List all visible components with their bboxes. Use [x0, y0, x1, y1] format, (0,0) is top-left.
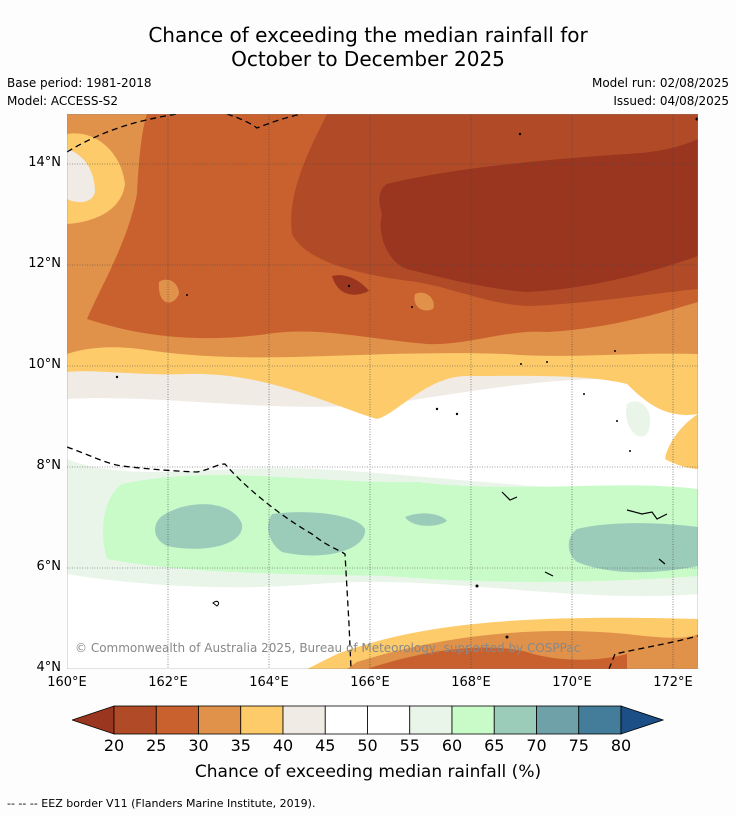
band-65-70-east: [568, 523, 698, 573]
colorbar-tick-label: 40: [272, 736, 294, 755]
map-title-line1: Chance of exceeding the median rainfall …: [148, 23, 588, 47]
lon-label-160: 160°E: [47, 675, 87, 690]
colorbar-tick-label: 65: [484, 736, 505, 755]
issued-date: Issued: 04/08/2025: [613, 94, 729, 108]
north-west-yellow: [67, 133, 125, 224]
model-name: Model: ACCESS-S2: [7, 94, 119, 108]
pocket-20: [332, 275, 369, 295]
colorbar: [72, 705, 664, 735]
rainfall-map: [67, 114, 698, 669]
lon-label-168: 168°E: [451, 675, 491, 690]
south-30-25: [367, 647, 627, 669]
lon-label-172: 172°E: [653, 675, 693, 690]
colorbar-segment: [367, 705, 411, 735]
lat-label-4: 4°N: [36, 660, 62, 675]
colorbar-segment: [155, 705, 199, 735]
wetter-pocket: [626, 401, 651, 437]
colorbar-segment: [282, 705, 326, 735]
lon-label-162: 162°E: [148, 675, 188, 690]
band-65-70-mid: [268, 512, 366, 556]
colorbar-over-arrow: [620, 705, 664, 735]
pocket-35: [158, 279, 179, 303]
lat-label-14: 14°N: [28, 155, 61, 170]
colorbar-segment: [536, 705, 580, 735]
lon-grid: [167, 114, 674, 669]
base-period: Base period: 1981-2018: [7, 76, 152, 90]
colorbar-tick-label: 70: [526, 736, 547, 755]
colorbar-tick-label: 80: [610, 736, 632, 755]
pocket-35b: [414, 292, 434, 311]
north-west-white: [67, 149, 96, 204]
colorbar-tick-label: 60: [441, 736, 463, 755]
colorbar-segment: [324, 705, 368, 735]
lon-label-164: 164°E: [249, 675, 289, 690]
colorbar-segment: [240, 705, 284, 735]
model-run: Model run: 02/08/2025: [591, 76, 729, 90]
band-65-70-small: [405, 513, 447, 526]
lat-label-6: 6°N: [36, 559, 62, 574]
copyright-text: © Commonwealth of Australia 2025, Bureau…: [75, 641, 581, 655]
eez-border: [67, 114, 698, 669]
colorbar-segment: [409, 705, 453, 735]
colorbar-under-arrow: [72, 705, 115, 735]
map-title-line2: October to December 2025: [231, 47, 505, 71]
north-20: [379, 139, 698, 292]
colorbar-tick-label: 55: [399, 736, 420, 755]
islands: [115, 117, 698, 639]
colorbar-label: Chance of exceeding median rainfall (%): [194, 762, 542, 782]
colorbar-tick-label: 75: [568, 736, 589, 755]
east-yellow: [665, 414, 698, 469]
colorbar-tick-label: 25: [146, 736, 167, 755]
colorbar-segment: [113, 705, 157, 735]
colorbar-tick-label: 20: [103, 736, 125, 755]
lon-label-170: 170°E: [552, 675, 592, 690]
lat-label-10: 10°N: [28, 357, 61, 372]
colorbar-segment: [198, 705, 242, 735]
band-65-70-west: [155, 504, 243, 549]
colorbar-segment: [451, 705, 495, 735]
eez-legend: -- -- -- EEZ border V11 (Flanders Marine…: [7, 797, 316, 810]
lat-grid: [67, 163, 698, 569]
lat-label-12: 12°N: [28, 256, 61, 271]
colorbar-tick-label: 45: [315, 736, 336, 755]
colorbar-segment: [493, 705, 537, 735]
lat-label-8: 8°N: [36, 458, 62, 473]
lon-label-166: 166°E: [350, 675, 390, 690]
colorbar-tick-label: 50: [357, 736, 378, 755]
colorbar-tick-label: 35: [230, 736, 251, 755]
band-60-65: [102, 475, 698, 582]
colorbar-segment: [578, 705, 622, 735]
colorbar-tick-label: 30: [188, 736, 209, 755]
